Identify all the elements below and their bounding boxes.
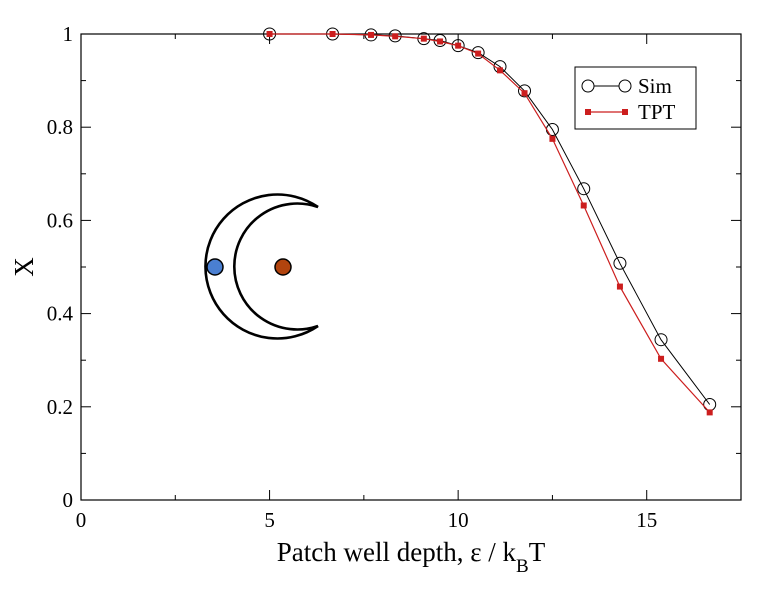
y-tick-label: 0.2: [47, 395, 73, 419]
legend-tpt-marker: [622, 109, 628, 115]
crescent-outline: [204, 193, 319, 340]
y-tick-label: 0.8: [47, 115, 73, 139]
tpt-data-point: [475, 50, 482, 57]
tick-labels: 0 5 10 15 0 0.2 0.4 0.6 0.8 1: [47, 22, 657, 532]
sim-data-point: [518, 84, 532, 98]
y-axis-title: X: [9, 257, 39, 277]
tpt-data-point: [521, 90, 528, 97]
legend-tpt-marker: [585, 109, 591, 115]
sim-data-point: [613, 256, 627, 270]
tpt-data-point: [420, 35, 427, 42]
tpt-data-point: [580, 202, 587, 209]
tpt-data-point: [616, 283, 623, 290]
sim-data-point: [654, 333, 668, 347]
series-layer: [263, 27, 717, 416]
tpt-data-point: [266, 31, 273, 37]
x-axis-title-tail: T: [529, 537, 546, 567]
y-tick-label: 0: [63, 488, 74, 512]
legend-sim-label: Sim: [638, 74, 672, 98]
x-axis-title-main: Patch well depth, ε / k: [277, 537, 517, 567]
x-tick-label: 15: [636, 508, 657, 532]
legend-box: [574, 66, 697, 130]
sim-data-point: [577, 182, 591, 196]
legend: Sim TPT: [574, 66, 697, 130]
x-tick-label: 10: [448, 508, 469, 532]
sim-data-point: [451, 39, 465, 53]
tpt-data-point: [329, 31, 336, 37]
brown-patch-icon: [274, 258, 292, 276]
x-axis-title: Patch well depth, ε / kBT: [277, 537, 546, 577]
tpt-data-point: [658, 355, 665, 362]
axis-ticks: [80, 33, 742, 501]
tpt-data-point: [392, 33, 399, 40]
tpt-data-point: [549, 135, 556, 142]
legend-tpt-label: TPT: [638, 100, 676, 124]
legend-sim-marker: [618, 79, 632, 93]
crescent-particle-inset: [204, 193, 319, 340]
tpt-data-point: [455, 42, 462, 49]
tpt-data-point: [706, 409, 713, 416]
tpt-data-point: [437, 38, 444, 45]
tpt-data-point: [497, 67, 504, 74]
legend-sim-marker: [581, 79, 595, 93]
y-tick-label: 1: [63, 22, 74, 46]
y-tick-label: 0.6: [47, 208, 73, 232]
y-tick-label: 0.4: [47, 302, 74, 326]
tpt-data-point: [368, 31, 375, 38]
sim-data-point: [471, 46, 485, 60]
x-tick-label: 5: [264, 508, 275, 532]
x-axis-title-sub: B: [516, 556, 529, 577]
x-tick-label: 0: [76, 508, 87, 532]
blue-patch-icon: [206, 258, 224, 276]
